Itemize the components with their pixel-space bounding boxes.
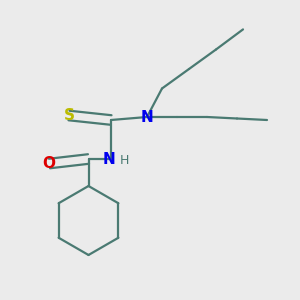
Text: O: O [42,156,56,171]
Text: H: H [120,154,129,167]
Text: N: N [103,152,116,166]
Text: N: N [141,110,153,124]
Text: S: S [64,108,75,123]
